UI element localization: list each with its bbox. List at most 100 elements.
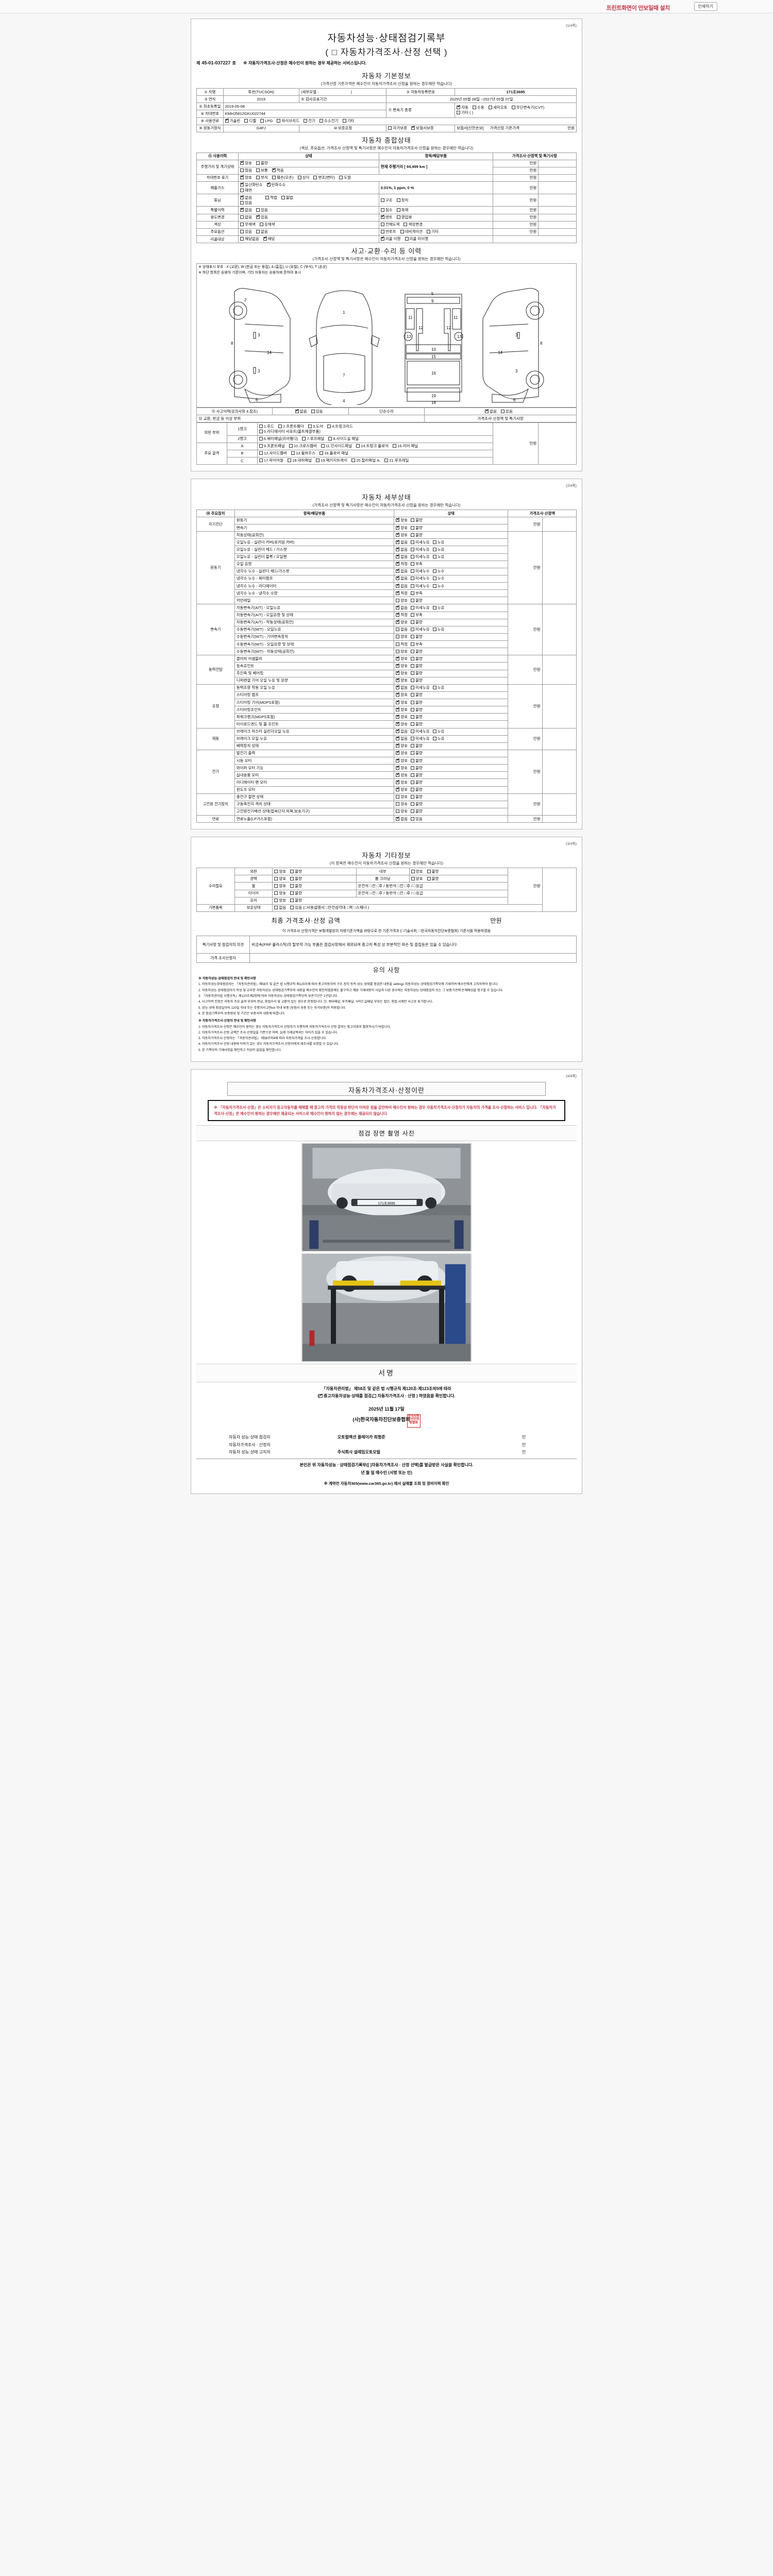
parts-blank[interactable]	[538, 422, 577, 465]
checkbox-icon[interactable]	[321, 444, 325, 448]
checkbox-icon[interactable]	[396, 561, 400, 566]
checkbox-icon[interactable]	[244, 119, 248, 123]
checkbox-icon[interactable]	[411, 707, 415, 711]
checkbox-icon[interactable]	[380, 198, 384, 202]
checkbox-icon[interactable]	[388, 126, 392, 130]
checkbox-icon[interactable]	[411, 125, 415, 130]
checkbox-icon[interactable]	[290, 906, 294, 910]
checkbox-icon[interactable]	[432, 547, 436, 551]
checkbox-icon[interactable]	[351, 459, 356, 463]
checkbox-icon[interactable]	[396, 765, 400, 770]
checkbox-icon[interactable]	[411, 686, 415, 690]
checkbox-icon[interactable]	[263, 236, 267, 241]
checkbox-icon[interactable]	[396, 663, 400, 668]
checkbox-icon[interactable]	[256, 214, 260, 219]
detail-price-blank[interactable]	[542, 604, 577, 656]
checkbox-icon[interactable]	[396, 772, 400, 777]
detail-price-blank[interactable]	[542, 655, 577, 685]
checkbox-icon[interactable]	[411, 628, 415, 632]
checkbox-icon[interactable]	[240, 175, 244, 180]
checkbox-icon[interactable]	[411, 737, 415, 741]
checkbox-icon[interactable]	[411, 809, 415, 814]
checkbox-icon[interactable]	[290, 869, 294, 873]
checkbox-icon[interactable]	[393, 444, 397, 448]
checkbox-icon[interactable]	[411, 547, 415, 551]
checkbox-icon[interactable]	[396, 649, 400, 653]
checkbox-icon[interactable]	[373, 1394, 377, 1398]
checkbox-icon[interactable]	[278, 424, 282, 428]
checkbox-icon[interactable]	[427, 876, 431, 880]
checkbox-icon[interactable]	[256, 230, 260, 234]
checkbox-icon[interactable]	[256, 208, 260, 212]
checkbox-icon[interactable]	[411, 613, 415, 617]
checkbox-icon[interactable]	[411, 876, 415, 880]
price-blank[interactable]	[538, 174, 577, 182]
checkbox-icon[interactable]	[396, 809, 400, 814]
checkbox-icon[interactable]	[432, 605, 436, 609]
checkbox-icon[interactable]	[384, 459, 389, 463]
checkbox-icon[interactable]	[396, 700, 400, 704]
checkbox-icon[interactable]	[411, 700, 415, 704]
checkbox-icon[interactable]	[266, 182, 271, 187]
detail-price-blank[interactable]	[542, 749, 577, 794]
checkbox-icon[interactable]	[274, 899, 278, 903]
checkbox-icon[interactable]	[396, 598, 400, 602]
checkbox-icon[interactable]	[411, 869, 415, 873]
checkbox-icon[interactable]	[240, 237, 244, 241]
checkbox-icon[interactable]	[400, 230, 404, 234]
checkbox-icon[interactable]	[396, 583, 400, 588]
checkbox-icon[interactable]	[411, 649, 415, 653]
checkbox-icon[interactable]	[396, 758, 400, 762]
checkbox-icon[interactable]	[411, 605, 415, 609]
checkbox-icon[interactable]	[396, 816, 400, 821]
checkbox-icon[interactable]	[274, 891, 278, 895]
checkbox-icon[interactable]	[396, 721, 400, 726]
checkbox-icon[interactable]	[396, 736, 400, 741]
checkbox-icon[interactable]	[256, 168, 260, 173]
checkbox-icon[interactable]	[411, 766, 415, 770]
checkbox-icon[interactable]	[411, 744, 415, 748]
checkbox-icon[interactable]	[411, 715, 415, 719]
checkbox-icon[interactable]	[259, 451, 263, 455]
checkbox-icon[interactable]	[396, 568, 400, 573]
checkbox-icon[interactable]	[432, 730, 436, 734]
checkbox-icon[interactable]	[396, 670, 400, 675]
checkbox-icon[interactable]	[396, 525, 400, 530]
checkbox-icon[interactable]	[295, 409, 299, 413]
checkbox-icon[interactable]	[380, 230, 384, 234]
checkbox-icon[interactable]	[291, 451, 295, 455]
checkbox-icon[interactable]	[396, 685, 400, 690]
price-blank[interactable]	[538, 206, 577, 214]
checkbox-icon[interactable]	[396, 743, 400, 748]
checkbox-icon[interactable]	[411, 562, 415, 566]
checkbox-icon[interactable]	[240, 200, 244, 205]
checkbox-icon[interactable]	[319, 1393, 323, 1398]
checkbox-icon[interactable]	[274, 876, 278, 880]
checkbox-icon[interactable]	[380, 223, 384, 227]
checkbox-icon[interactable]	[411, 518, 415, 522]
checkbox-icon[interactable]	[277, 119, 281, 123]
checkbox-icon[interactable]	[411, 569, 415, 573]
checkbox-icon[interactable]	[411, 555, 415, 559]
checkbox-icon[interactable]	[411, 591, 415, 595]
checkbox-icon[interactable]	[396, 677, 400, 683]
checkbox-icon[interactable]	[290, 899, 294, 903]
price-blank[interactable]	[538, 181, 577, 195]
checkbox-icon[interactable]	[411, 540, 415, 544]
print-button[interactable]: 인쇄하기	[694, 2, 717, 11]
checkbox-icon[interactable]	[396, 795, 400, 799]
checkbox-icon[interactable]	[272, 167, 276, 173]
checkbox-icon[interactable]	[396, 692, 400, 697]
checkbox-icon[interactable]	[411, 598, 415, 602]
checkbox-icon[interactable]	[411, 730, 415, 734]
checkbox-icon[interactable]	[396, 656, 400, 660]
checkbox-icon[interactable]	[432, 540, 436, 544]
checkbox-icon[interactable]	[411, 693, 415, 697]
checkbox-icon[interactable]	[396, 750, 400, 755]
checkbox-icon[interactable]	[290, 884, 294, 888]
checkbox-icon[interactable]	[396, 590, 400, 595]
checkbox-icon[interactable]	[259, 223, 263, 227]
price-blank[interactable]	[538, 194, 577, 207]
checkbox-icon[interactable]	[396, 547, 400, 551]
checkbox-icon[interactable]	[396, 575, 400, 581]
